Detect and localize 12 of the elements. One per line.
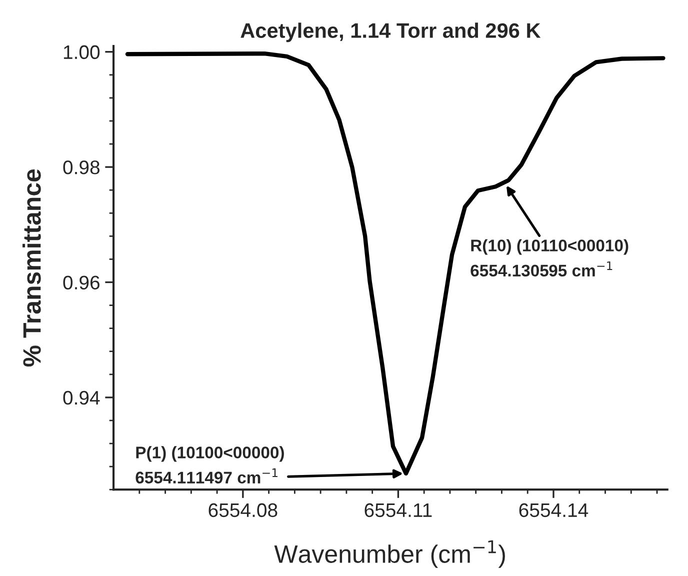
y-tick-label: 1.00 <box>64 45 100 60</box>
y-tick-label: 0.94 <box>63 390 100 405</box>
x-tick-label: 6554.11 <box>364 503 432 518</box>
y-tick-label: 0.96 <box>63 276 100 290</box>
x-axis-title: Wavenumber (cm$^{−1}$) <box>274 540 505 568</box>
y-tick-label: 0.98 <box>63 160 100 174</box>
chart-title: Acetylene, 1.14 Torr and 296 K <box>240 22 541 42</box>
annotation: P(1) (10100<00000) 6554.111497 cm$^{−1}$ <box>136 446 284 484</box>
y-axis-title: % Transmittance <box>22 169 41 367</box>
x-tick-label: 6554.08 <box>208 503 278 518</box>
x-tick-label: 6554.14 <box>519 503 588 518</box>
annotation: R(10) (10110<00010) 6554.130595 cm$^{−1}$ <box>470 239 628 277</box>
